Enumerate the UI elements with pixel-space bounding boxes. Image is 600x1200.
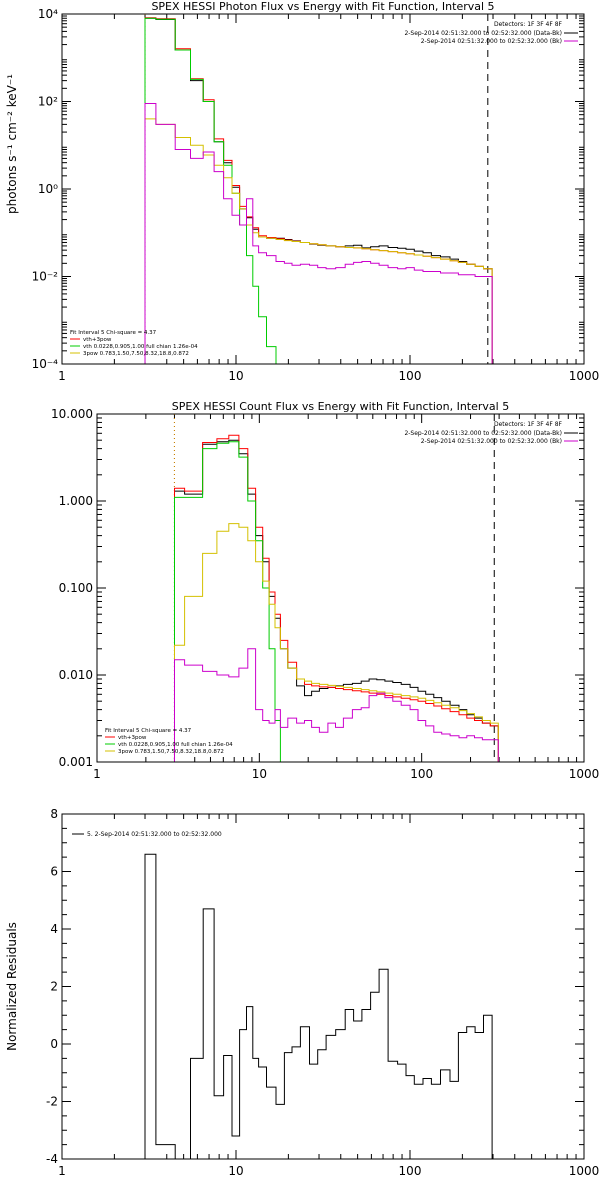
series-line-1 — [174, 439, 499, 762]
y-tick-label: 8 — [50, 807, 58, 821]
y-tick-label: 0 — [50, 1037, 58, 1051]
x-tick-label: 1000 — [569, 1164, 600, 1178]
fit-legend-label: vth 0.0228,0.905,1.00 full chian 1.26e-0… — [83, 344, 198, 350]
x-tick-label: 1 — [93, 767, 101, 781]
series-group — [144, 853, 493, 1159]
x-tick-label: 1000 — [569, 767, 600, 781]
fit-legend-label: vth+3pow — [118, 735, 147, 741]
y-axis-label: Normalized Residuals — [5, 922, 19, 1051]
series-line-1 — [144, 17, 493, 364]
series-line-1 — [144, 853, 493, 1159]
y-tick-label: 2 — [50, 980, 58, 994]
fit-legend-header: Fit Interval 5 Chi-square = 4.37 — [105, 728, 192, 734]
y-tick-label: 1.000 — [59, 494, 93, 508]
y-tick-label: 0.001 — [59, 755, 93, 769]
series-group — [144, 17, 493, 364]
fit-legend-label: 3pow 0.783,1.50,7.50,8.32,18.8,0.872 — [118, 749, 224, 755]
y-tick-label: -2 — [46, 1095, 58, 1109]
chart-title: SPEX HESSI Count Flux vs Energy with Fit… — [172, 400, 509, 413]
legend-entry-label: 2-Sep-2014 02:51:32.000 to 02:52:32.000 … — [421, 38, 562, 45]
legend-header: Detectors: 1F 3F 4F 8F — [494, 421, 563, 428]
y-tick-label: 10⁻⁴ — [32, 357, 59, 371]
x-tick-label: 100 — [399, 369, 422, 383]
legend-entry-label: 2-Sep-2014 02:51:32.000 to 02:52:32.000 … — [404, 30, 562, 37]
fit-legend-label: vth+3pow — [83, 337, 112, 343]
x-tick-label: 100 — [399, 1164, 422, 1178]
plot-frame — [96, 413, 585, 763]
legend-entry-label: 2-Sep-2014 02:51:32.000 to 02:52:32.000 … — [421, 438, 562, 445]
series-group — [174, 434, 499, 762]
series-line-2 — [174, 434, 499, 762]
x-tick-label: 100 — [410, 767, 433, 781]
legend-entry-label: 5. 2-Sep-2014 02:51:32.000 to 02:52:32.0… — [87, 831, 222, 838]
y-tick-label: 6 — [50, 865, 58, 879]
y-tick-label: 4 — [50, 922, 58, 936]
series-line-5 — [174, 648, 499, 762]
series-line-2 — [144, 17, 493, 364]
x-tick-label: 1 — [58, 369, 66, 383]
y-tick-label: 10⁻² — [32, 270, 59, 284]
plot-frame — [61, 813, 585, 1160]
y-tick-label: 10² — [38, 95, 58, 109]
x-tick-label: 1000 — [569, 369, 600, 383]
plot-frame — [61, 13, 585, 365]
y-tick-label: 10⁰ — [38, 182, 58, 196]
chart-panel-3: Normalized Residuals 1 10 100 1000 -4 -2 0 2 4 6 8 5… — [5, 807, 599, 1178]
y-tick-label: 0.010 — [59, 668, 93, 682]
y-axis-label: photons s⁻¹ cm⁻² keV⁻¹ — [5, 74, 19, 214]
chart-panel-1: SPEX HESSI Photon Flux vs Energy with Fi… — [5, 0, 600, 383]
x-tick-label: 10 — [252, 767, 267, 781]
series-line-5 — [144, 103, 493, 364]
chart-panel-2: SPEX HESSI Count Flux vs Energy with Fit… — [51, 400, 600, 781]
fit-legend-label: vth 0.0228,0.905,1.00 full chian 1.26e-0… — [118, 742, 233, 748]
legend-header: Detectors: 1F 3F 4F 8F — [494, 21, 563, 28]
series-line-4 — [144, 118, 493, 364]
series-line-4 — [174, 523, 499, 762]
y-tick-label: 10⁴ — [38, 7, 58, 21]
legend-entry-label: 2-Sep-2014 02:51:32.000 to 02:52:32.000 … — [404, 430, 562, 437]
fit-legend-header: Fit Interval 5 Chi-square = 4.37 — [70, 330, 157, 336]
y-tick-label: 10.000 — [51, 407, 93, 421]
fit-legend-label: 3pow 0.783,1.50,7.50,8.32,18.8,0.872 — [83, 351, 189, 357]
chart-title: SPEX HESSI Photon Flux vs Energy with Fi… — [151, 0, 494, 13]
x-tick-label: 10 — [228, 369, 243, 383]
y-tick-label: -4 — [46, 1152, 58, 1166]
x-tick-label: 10 — [228, 1164, 243, 1178]
y-tick-label: 0.100 — [59, 581, 93, 595]
x-tick-label: 1 — [58, 1164, 66, 1178]
